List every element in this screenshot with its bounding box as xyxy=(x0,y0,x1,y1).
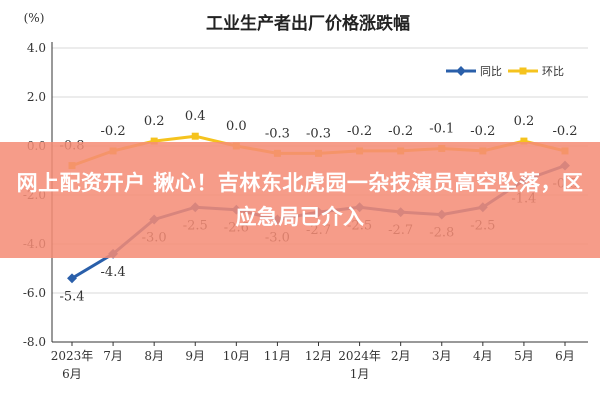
data-label-mom: -0.1 xyxy=(429,121,454,136)
data-label-mom: 0.0 xyxy=(226,119,247,134)
x-tick-label: 3月 xyxy=(432,349,452,363)
data-label-mom: -0.2 xyxy=(101,124,126,139)
data-label-yoy: -4.4 xyxy=(101,265,126,280)
x-tick-label: 6月 xyxy=(555,349,575,363)
x-tick-label: 2023年 6月 xyxy=(51,349,94,381)
data-label-mom: -0.3 xyxy=(306,126,331,141)
y-tick-label: 4.0 xyxy=(27,41,46,55)
x-tick-label: 11月 xyxy=(264,349,291,363)
data-point-mom xyxy=(150,137,158,145)
data-label-mom: 0.4 xyxy=(185,109,206,124)
legend-label-mom: 环比 xyxy=(542,65,564,78)
data-label-mom: -0.2 xyxy=(552,124,577,139)
x-tick-label: 4月 xyxy=(473,349,493,363)
x-tick-label: 8月 xyxy=(144,349,164,363)
legend-label-yoy: 同比 xyxy=(480,65,502,78)
overlay-banner[interactable]: 网上配资开户 揪心！吉林东北虎园一杂技演员高空坠落，区应急局已介入 xyxy=(0,142,600,258)
data-label-mom: -0.2 xyxy=(470,124,495,139)
data-label-mom: 0.2 xyxy=(144,114,165,129)
x-tick-label: 2月 xyxy=(391,349,411,363)
x-tick-label: 5月 xyxy=(514,349,534,363)
overlay-headline[interactable]: 网上配资开户 揪心！吉林东北虎园一杂技演员高空坠落，区应急局已介入 xyxy=(16,171,584,229)
data-label-mom: -0.3 xyxy=(265,126,290,141)
legend-marker-yoy xyxy=(456,66,466,76)
data-label-mom: 0.2 xyxy=(514,114,535,129)
chart-title: 工业生产者出厂价格涨跌幅 xyxy=(206,13,410,34)
y-unit-label: (%) xyxy=(24,11,45,25)
legend: 同比 环比 xyxy=(446,65,564,78)
x-tick-label: 9月 xyxy=(185,349,205,363)
x-tick-label: 2024年 1月 xyxy=(338,349,381,381)
data-label-mom: -0.2 xyxy=(347,124,372,139)
x-tick-label: 12月 xyxy=(305,349,332,363)
data-point-mom xyxy=(191,132,199,140)
y-tick-label: 2.0 xyxy=(27,90,46,104)
legend-marker-mom xyxy=(519,67,527,75)
data-point-mom xyxy=(520,137,528,145)
data-label-mom: -0.2 xyxy=(388,124,413,139)
x-tick-label: 7月 xyxy=(103,349,123,363)
y-tick-label: -6.0 xyxy=(23,286,46,300)
data-label-yoy: -5.4 xyxy=(59,289,84,304)
x-tick-label: 10月 xyxy=(223,349,250,363)
y-tick-label: -8.0 xyxy=(23,335,46,349)
